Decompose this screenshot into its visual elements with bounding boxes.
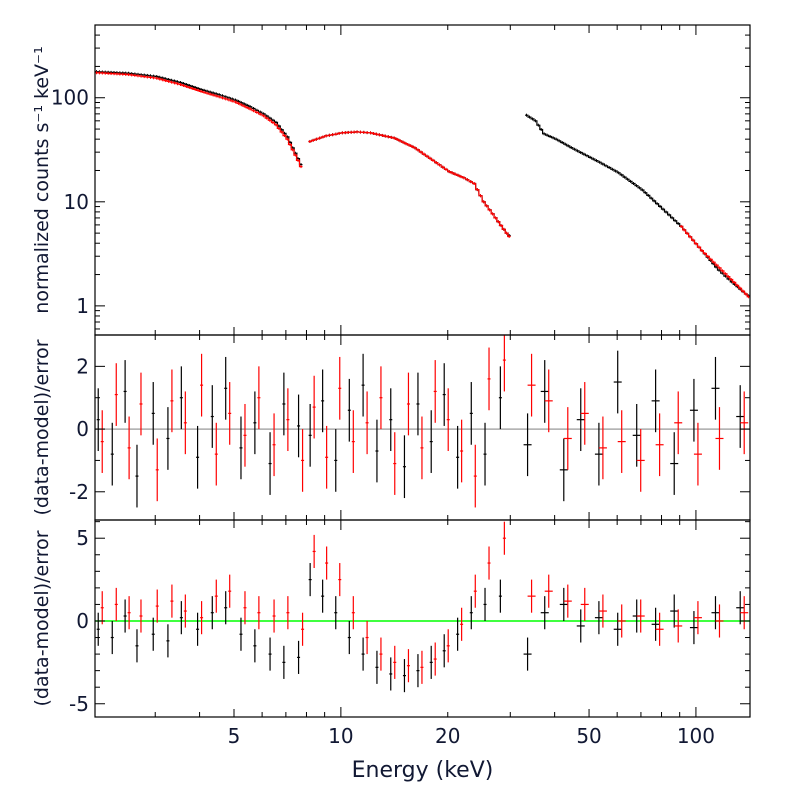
y-tick-label: -2 <box>69 480 89 504</box>
spectrum-red-segment-1 <box>308 131 511 238</box>
data-layer <box>95 70 750 299</box>
y-tick-label: 100 <box>51 86 89 110</box>
y-tick-label: 1 <box>76 294 89 318</box>
data-layer <box>95 521 750 693</box>
panel-middle: -2 0 2 (data-model)/error <box>31 334 751 521</box>
y-axis-label: normalized counts s⁻¹ keV⁻¹ <box>31 46 53 313</box>
y-axis-label: (data-model)/error <box>31 530 53 706</box>
panel-frame <box>94 24 751 336</box>
y-tick-label: 0 <box>76 417 89 441</box>
x-axis-label: Energy (keV) <box>352 758 494 783</box>
spectrum-red-segment-2 <box>679 225 750 298</box>
spectrum-black-segment-1 <box>308 131 511 237</box>
spectrum-black-segment-0 <box>95 71 303 166</box>
data-layer <box>95 335 750 508</box>
y-tick-label: 2 <box>76 354 89 378</box>
panel-bottom: -5 0 5 (data-model)/error 5 10 20 50 100 Energy (… <box>31 519 751 783</box>
panel-frame <box>94 519 751 718</box>
y-tick-label: 0 <box>76 609 89 633</box>
x-tick-label: 100 <box>677 724 715 748</box>
spectrum-red-segment-0 <box>95 72 303 168</box>
y-tick-label: -5 <box>69 692 89 716</box>
x-tick-label: 10 <box>328 724 353 748</box>
x-tick-label: 5 <box>228 724 241 748</box>
x-tick-label: 20 <box>435 724 460 748</box>
y-tick-label: 10 <box>64 190 89 214</box>
y-axis-label: (data-model)/error <box>31 339 53 515</box>
spectrum-black-segment-2 <box>525 114 750 297</box>
x-tick-label: 50 <box>576 724 601 748</box>
panel-top: 1 10 100 <box>51 24 751 336</box>
y-tick-label: 5 <box>76 526 89 550</box>
